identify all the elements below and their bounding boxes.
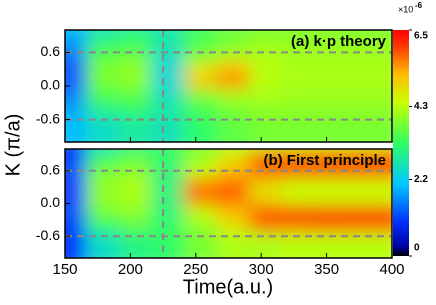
heatmap bbox=[65, 149, 392, 258]
y-tick-label: -0.6 bbox=[36, 110, 60, 126]
y-tick-label: 0.0 bbox=[41, 194, 61, 210]
y-tick-label: -0.6 bbox=[36, 227, 60, 243]
x-tick-label: 200 bbox=[118, 261, 143, 278]
x-tick-label: 400 bbox=[379, 261, 404, 278]
x-tick-label: 300 bbox=[249, 261, 274, 278]
x-tick-label: 150 bbox=[52, 261, 77, 278]
y-tick-label: 0.6 bbox=[41, 43, 61, 59]
x-axis-label: Time(a.u.) bbox=[183, 276, 273, 298]
colorbar-tick-label: 6.5 bbox=[414, 31, 428, 42]
x-tick-label: 250 bbox=[183, 261, 208, 278]
heatmap-cells bbox=[65, 149, 392, 258]
colorbar-tick-label: 4.3 bbox=[414, 101, 428, 112]
panel-title: (b) First principle bbox=[263, 152, 386, 169]
x-tick-label: 350 bbox=[314, 261, 339, 278]
colorbar-scale: ×10 bbox=[398, 4, 413, 14]
y-axis-label: K (π/a) bbox=[2, 114, 24, 177]
panel-title: (a) k·p theory bbox=[291, 33, 387, 50]
colorbar-exponent: -6 bbox=[415, 1, 423, 10]
y-tick-label: 0.6 bbox=[41, 162, 61, 178]
colorbar bbox=[393, 30, 409, 256]
y-tick-label: 0.0 bbox=[41, 77, 61, 93]
colorbar-tick-label: 2.2 bbox=[414, 174, 428, 185]
colorbar-tick-label: 0 bbox=[414, 243, 420, 254]
